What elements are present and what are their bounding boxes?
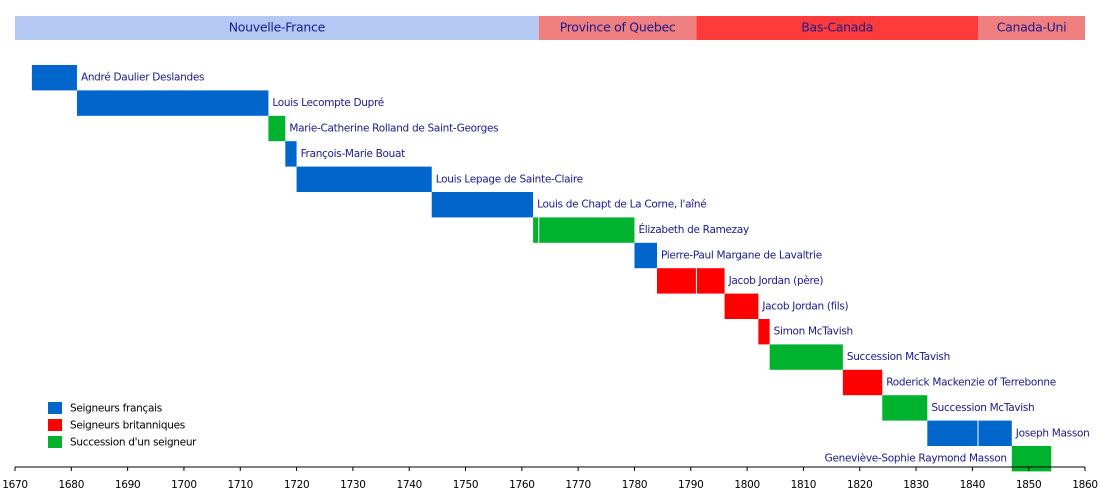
era-band [538,16,697,40]
era-label: Nouvelle-France [229,20,326,35]
legend-label: Succession d'un seigneur [70,437,197,449]
x-tick-label: 1840 [960,479,986,491]
task-label: Succession McTavish [931,402,1034,414]
x-tick-label: 1770 [565,479,591,491]
legend-swatch [48,436,62,448]
task-label: Louis de Chapt de La Corne, l'aîné [537,199,706,211]
x-tick-label: 1670 [2,479,28,491]
task-bar [657,268,725,294]
era-band [696,16,978,40]
x-tick-label: 1700 [171,479,197,491]
x-tick-label: 1780 [622,479,648,491]
task-bar [1011,446,1052,472]
legend-label: Seigneurs britanniques [70,420,185,432]
task-bar [724,293,759,319]
task-label: Louis Lepage de Sainte-Claire [436,173,583,185]
task-label: Pierre-Paul Margane de Lavaltrie [661,250,822,262]
task-label: François-Marie Bouat [301,148,406,160]
task-bar [431,192,534,218]
task-bar [31,65,77,91]
task-bar [76,90,269,116]
x-tick-label: 1850 [1016,479,1042,491]
task-label: Succession McTavish [847,351,950,363]
x-tick-label: 1830 [903,479,929,491]
x-tick-label: 1690 [115,479,141,491]
x-tick-label: 1720 [284,479,310,491]
x-tick-label: 1790 [678,479,704,491]
era-label: Canada-Uni [997,20,1067,35]
era-label: Province of Quebec [560,20,676,35]
x-tick-label: 1680 [59,479,85,491]
task-label: Roderick Mackenzie of Terrebonne [886,377,1056,389]
x-tick-label: 1710 [227,479,253,491]
legend-label: Seigneurs français [70,403,162,415]
x-tick-label: 1810 [791,479,817,491]
task-bar [758,319,770,345]
x-tick-label: 1800 [734,479,760,491]
task-bar [285,141,297,167]
task-bar [296,166,432,192]
task-bar [268,115,286,142]
era-band [15,16,539,40]
task-bar [927,420,1012,446]
task-bar [533,217,635,243]
legend-swatch [48,419,62,431]
x-tick-label: 1740 [396,479,422,491]
task-label: Marie-Catherine Rolland de Saint-Georges [289,123,498,135]
task-bar [634,242,657,269]
task-label: Louis Lecompte Dupré [272,97,384,109]
x-tick-label: 1750 [453,479,479,491]
task-label: Jacob Jordan (fils) [761,300,848,312]
era-label: Bas-Canada [801,20,873,35]
task-label: Élizabeth de Ramezay [638,223,749,236]
legend-swatch [48,402,62,414]
x-tick-label: 1760 [509,479,535,491]
x-tick-label: 1860 [1072,479,1098,491]
x-tick-label: 1820 [847,479,873,491]
task-label: Geneviève-Sophie Raymond Masson [825,453,1007,465]
task-label: Joseph Masson [1015,427,1090,439]
x-tick-label: 1730 [340,479,366,491]
task-label: André Daulier Deslandes [81,72,204,84]
task-label: Jacob Jordan (père) [728,275,824,287]
era-band [978,16,1085,40]
task-bar [769,344,843,370]
task-label: Simon McTavish [774,326,853,338]
task-bar [842,369,883,396]
task-bar [882,395,928,421]
